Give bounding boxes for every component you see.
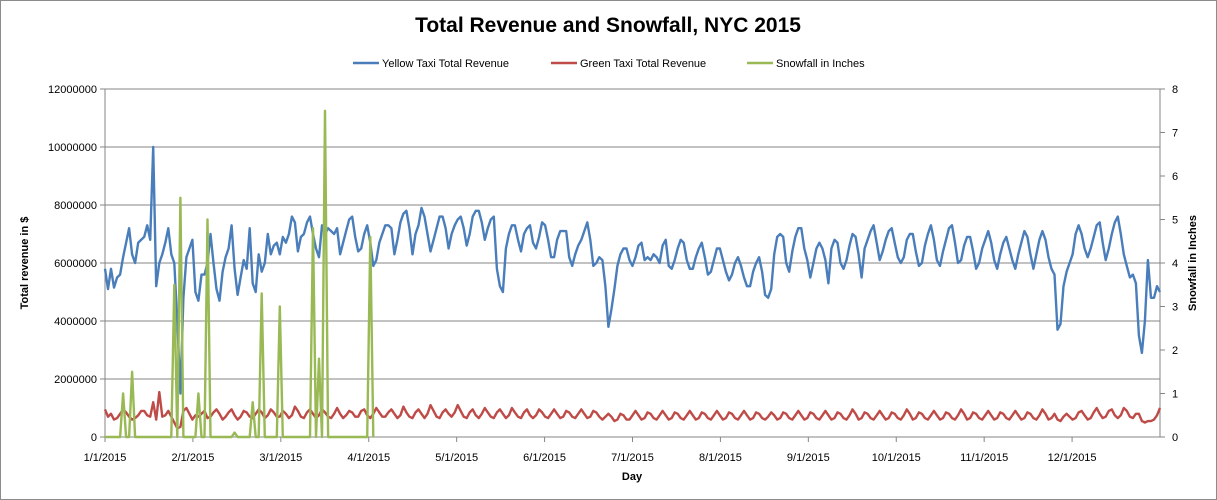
y2-tick-label: 8	[1172, 84, 1178, 96]
y2-tick-label: 7	[1172, 128, 1178, 140]
x-tick-label: 4/1/2015	[347, 452, 390, 464]
legend-label-yellow-taxi-total-revenue: Yellow Taxi Total Revenue	[382, 58, 509, 70]
y-tick-label: 6000000	[54, 258, 97, 270]
y2-tick-label: 4	[1172, 258, 1178, 270]
x-tick-label: 9/1/2015	[787, 452, 830, 464]
x-tick-label: 6/1/2015	[523, 452, 566, 464]
x-tick-label: 11/1/2015	[960, 452, 1008, 464]
legend-label-green-taxi-total-revenue: Green Taxi Total Revenue	[580, 58, 706, 70]
x-axis-ticks: 1/1/2015 2/1/2015 3/1/2015 4/1/2015 5/1/2015…	[84, 437, 1097, 464]
y2-tick-label: 3	[1172, 302, 1178, 314]
y2-tick-label: 6	[1172, 171, 1178, 183]
legend: Yellow Taxi Total Revenue Green Taxi Tota…	[353, 58, 865, 70]
x-tick-label: 2/1/2015	[172, 452, 215, 464]
x-tick-label: 1/1/2015	[84, 452, 127, 464]
y-tick-label: 4000000	[54, 316, 97, 328]
y-tick-label: 10000000	[48, 142, 97, 154]
chart-title: Total Revenue and Snowfall, NYC 2015	[415, 14, 801, 37]
y-tick-label: 12000000	[48, 84, 97, 96]
series-line-yellow-taxi-total-revenue	[103, 145, 1162, 395]
y2-axis-title: Snowfall in Inches	[1187, 215, 1199, 311]
y-axis-title: Total revenue in $	[19, 217, 31, 310]
x-tick-label: 8/1/2015	[699, 452, 742, 464]
y-tick-label: 0	[91, 432, 97, 444]
y2-tick-label: 1	[1172, 389, 1178, 401]
legend-label-snowfall-in-inches: Snowfall in Inches	[776, 58, 865, 70]
series-line-green-taxi-total-revenue	[103, 390, 1162, 430]
series-layer	[103, 109, 1162, 439]
y2-tick-label: 2	[1172, 345, 1178, 357]
y2-axis-ticks: 0 1 2 3 4 5 6 7 8	[1160, 84, 1178, 444]
x-axis-title: Day	[622, 471, 643, 483]
x-tick-label: 10/1/2015	[872, 452, 921, 464]
y2-tick-label: 0	[1172, 432, 1178, 444]
series-line-snowfall-in-inches	[105, 109, 375, 439]
y-tick-label: 2000000	[54, 374, 97, 386]
y-axis-ticks: 0 2000000 4000000 6000000 8000000 10000000 120…	[48, 84, 105, 444]
x-tick-label: 12/1/2015	[1048, 452, 1097, 464]
x-tick-label: 7/1/2015	[611, 452, 654, 464]
x-tick-label: 3/1/2015	[259, 452, 302, 464]
y-tick-label: 8000000	[54, 200, 97, 212]
y2-tick-label: 5	[1172, 215, 1178, 227]
x-tick-label: 5/1/2015	[435, 452, 478, 464]
